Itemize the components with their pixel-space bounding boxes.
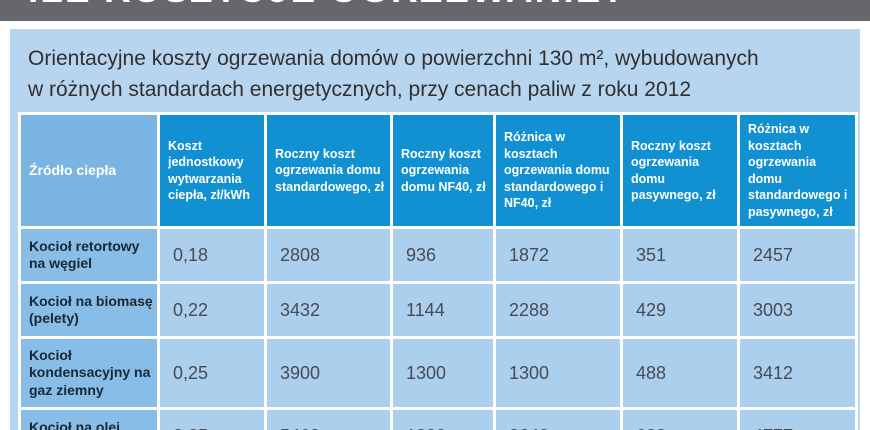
cell-value: 2808	[267, 229, 390, 281]
top-title-bar: ILE KOSZTUJE OGRZEWANIE?	[0, 0, 870, 21]
cell-value: 4777	[740, 410, 855, 430]
table-row: Kocioł na olej opałowy 0,35 5460 1820 36…	[21, 410, 855, 430]
cell-value: 488	[623, 339, 737, 407]
cell-value: 1300	[496, 339, 620, 407]
page-title: ILE KOSZTUJE OGRZEWANIE?	[28, 0, 627, 10]
cell-value: 2457	[740, 229, 855, 281]
cell-value: 0,25	[160, 339, 264, 407]
cell-value: 3003	[740, 284, 855, 336]
table-row: Kocioł kondensacyjny na gaz ziemny 0,25 …	[21, 339, 855, 407]
cell-value: 5460	[267, 410, 390, 430]
col-header-annual-standard: Roczny koszt ogrzewania domu standardowe…	[267, 115, 390, 226]
cell-value: 683	[623, 410, 737, 430]
cell-value: 0,18	[160, 229, 264, 281]
cell-value: 1872	[496, 229, 620, 281]
cell-value: 1820	[393, 410, 493, 430]
cell-value: 1144	[393, 284, 493, 336]
cell-value: 0,22	[160, 284, 264, 336]
col-header-unit-cost: Koszt jednostkowy wytwarzania ciepła, zł…	[160, 115, 264, 226]
header-row: Źródło ciepła Koszt jednostkowy wytwarza…	[21, 115, 855, 226]
col-header-annual-nf40: Roczny koszt ogrzewania domu NF40, zł	[393, 115, 493, 226]
col-header-annual-passive: Roczny koszt ogrzewania domu pasywnego, …	[623, 115, 737, 226]
cell-value: 2288	[496, 284, 620, 336]
cell-value: 3412	[740, 339, 855, 407]
caption-line-1: Orientacyjne koszty ogrzewania domów o p…	[28, 47, 759, 70]
table-row: Kocioł retortowy na węgiel 0,18 2808 936…	[21, 229, 855, 281]
cell-value: 351	[623, 229, 737, 281]
col-header-heat-source: Źródło ciepła	[21, 115, 157, 226]
cell-value: 429	[623, 284, 737, 336]
col-header-diff-nf40: Różnica w kosztach ogrzewania domu stand…	[496, 115, 620, 226]
row-label: Kocioł na biomasę (pelety)	[21, 284, 157, 336]
cell-value: 0,35	[160, 410, 264, 430]
cell-value: 3900	[267, 339, 390, 407]
table-caption: Orientacyjne koszty ogrzewania domów o p…	[28, 43, 860, 105]
content-panel: Orientacyjne koszty ogrzewania domów o p…	[10, 29, 860, 430]
cell-value: 3432	[267, 284, 390, 336]
cell-value: 936	[393, 229, 493, 281]
col-header-diff-passive: Różnica w kosztach ogrzewania domu stand…	[740, 115, 855, 226]
caption-line-2: w różnych standardach energetycznych, pr…	[28, 78, 692, 101]
table-row: Kocioł na biomasę (pelety) 0,22 3432 114…	[21, 284, 855, 336]
row-label: Kocioł na olej opałowy	[21, 410, 157, 430]
cell-value: 3640	[496, 410, 620, 430]
row-label: Kocioł kondensacyjny na gaz ziemny	[21, 339, 157, 407]
cell-value: 1300	[393, 339, 493, 407]
heating-costs-table: Źródło ciepła Koszt jednostkowy wytwarza…	[18, 112, 858, 430]
row-label: Kocioł retortowy na węgiel	[21, 229, 157, 281]
